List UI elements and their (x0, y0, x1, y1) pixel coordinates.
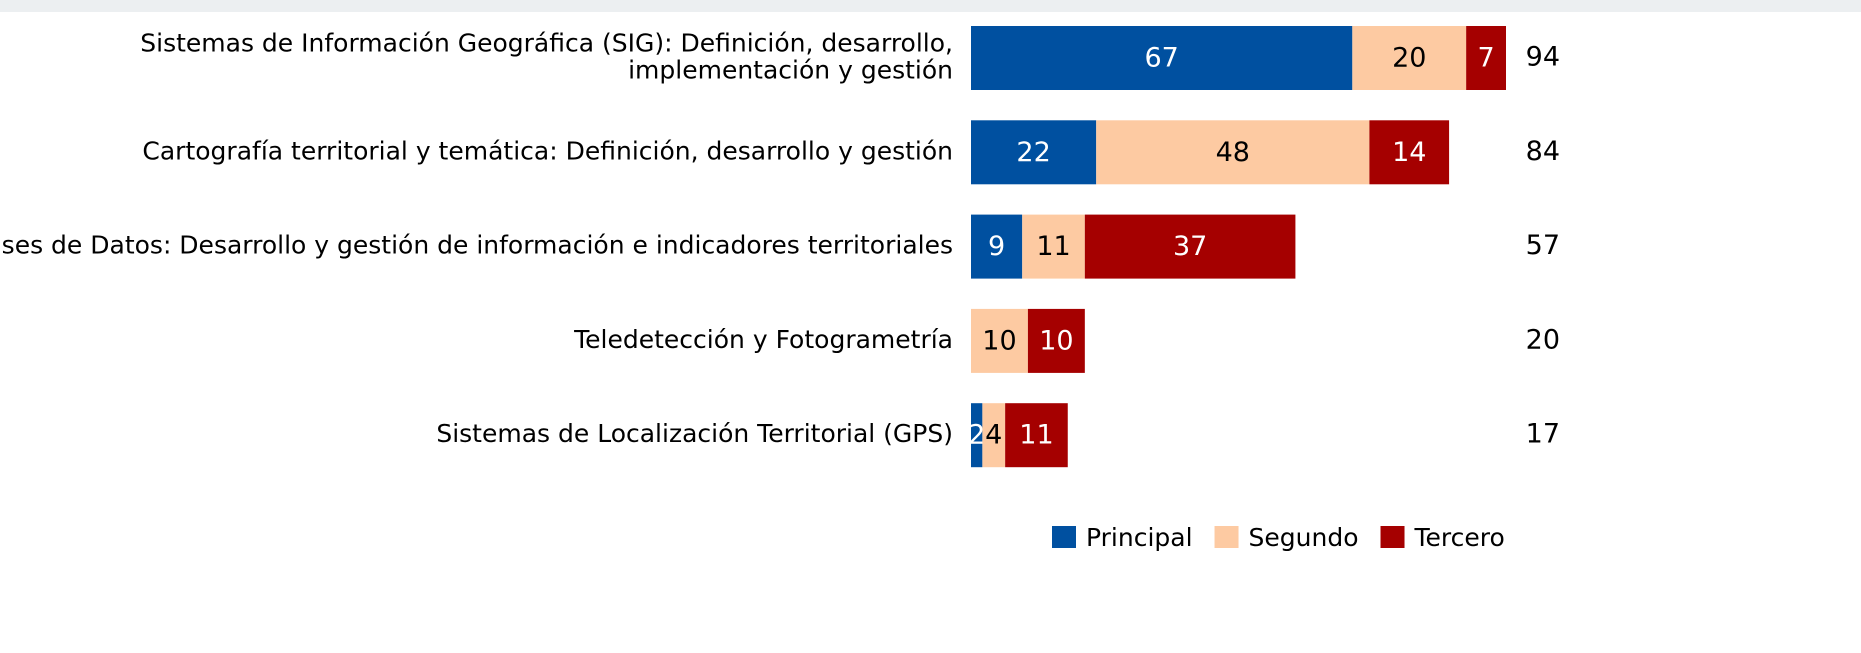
category-label: Cartografía territorial y temática: Defi… (142, 136, 953, 165)
bar-segment (982, 403, 1006, 468)
value-label: 7 (1477, 43, 1494, 74)
value-label: 20 (1392, 43, 1426, 74)
bar-segment (971, 214, 1023, 279)
value-label: 11 (1019, 420, 1053, 451)
category-label-line: implementación y gestión (628, 56, 953, 85)
bar-segment (1352, 26, 1467, 90)
total-label: 94 (1526, 42, 1560, 73)
legend-swatch (1380, 526, 1405, 548)
value-label: 9 (988, 231, 1005, 262)
total-label: 57 (1526, 230, 1560, 261)
legend-label: Principal (1086, 523, 1193, 552)
bar-segment (971, 403, 983, 468)
total-label: 17 (1526, 419, 1560, 450)
bar-segment (1096, 120, 1370, 185)
bar-segment (1005, 403, 1068, 468)
total-label: 84 (1526, 136, 1560, 167)
bar-segment (1369, 120, 1450, 185)
legend-swatch (1052, 526, 1076, 548)
bar-segment (971, 26, 1353, 90)
top-strip (0, 0, 1861, 12)
value-label: 22 (1016, 137, 1050, 168)
value-label: 4 (985, 420, 1002, 451)
bar-segment (1027, 308, 1085, 373)
value-label: 67 (1144, 43, 1178, 74)
bar-segment (1022, 214, 1085, 279)
total-label: 20 (1526, 324, 1560, 355)
category-label: Bases de Datos: Desarrollo y gestión de … (0, 231, 953, 260)
value-label: 10 (982, 325, 1016, 356)
category-label: Teledetección y Fotogrametría (573, 325, 953, 354)
value-label: 2 (968, 420, 985, 451)
bar-segment (1084, 214, 1296, 279)
legend-label: Tercero (1414, 523, 1505, 552)
value-label: 10 (1039, 325, 1073, 356)
value-label: 37 (1173, 231, 1207, 262)
bar-segment (971, 308, 1028, 373)
value-label: 14 (1392, 137, 1426, 168)
bar-segment (1466, 26, 1506, 90)
value-label: 48 (1216, 137, 1250, 168)
bar-segment (971, 120, 1097, 185)
value-label: 11 (1036, 231, 1070, 262)
category-label: Sistemas de Localización Territorial (GP… (436, 419, 953, 448)
legend-label: Segundo (1249, 523, 1359, 552)
legend-swatch (1214, 526, 1239, 548)
category-label: Sistemas de Información Geográfica (SIG)… (140, 29, 953, 85)
category-label-line: Sistemas de Información Geográfica (SIG)… (140, 29, 953, 58)
